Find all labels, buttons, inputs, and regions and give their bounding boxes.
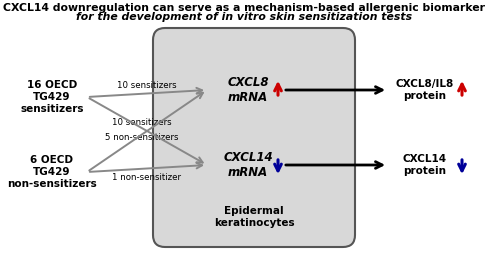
Text: 10 sensitizers: 10 sensitizers	[112, 118, 172, 127]
Text: CXCL8/IL8
protein: CXCL8/IL8 protein	[396, 79, 454, 101]
Text: Epidermal
keratinocytes: Epidermal keratinocytes	[214, 206, 294, 228]
Text: CXCL14
protein: CXCL14 protein	[403, 154, 447, 176]
Text: CXCL14 downregulation can serve as a mechanism-based allergenic biomarker: CXCL14 downregulation can serve as a mec…	[3, 3, 485, 13]
Text: for the development of in vitro skin sensitization tests: for the development of in vitro skin sen…	[76, 12, 412, 22]
Text: 1 non-sensitizer: 1 non-sensitizer	[113, 172, 182, 181]
Text: 10 sensitizers: 10 sensitizers	[117, 81, 177, 90]
Text: CXCL8
mRNA: CXCL8 mRNA	[227, 76, 269, 104]
Text: 5 non-sensitizers: 5 non-sensitizers	[105, 133, 179, 142]
Text: CXCL14
mRNA: CXCL14 mRNA	[223, 151, 273, 179]
Text: 16 OECD
TG429
sensitizers: 16 OECD TG429 sensitizers	[20, 80, 84, 114]
Text: 6 OECD
TG429
non-sensitizers: 6 OECD TG429 non-sensitizers	[7, 155, 97, 189]
FancyBboxPatch shape	[153, 28, 355, 247]
